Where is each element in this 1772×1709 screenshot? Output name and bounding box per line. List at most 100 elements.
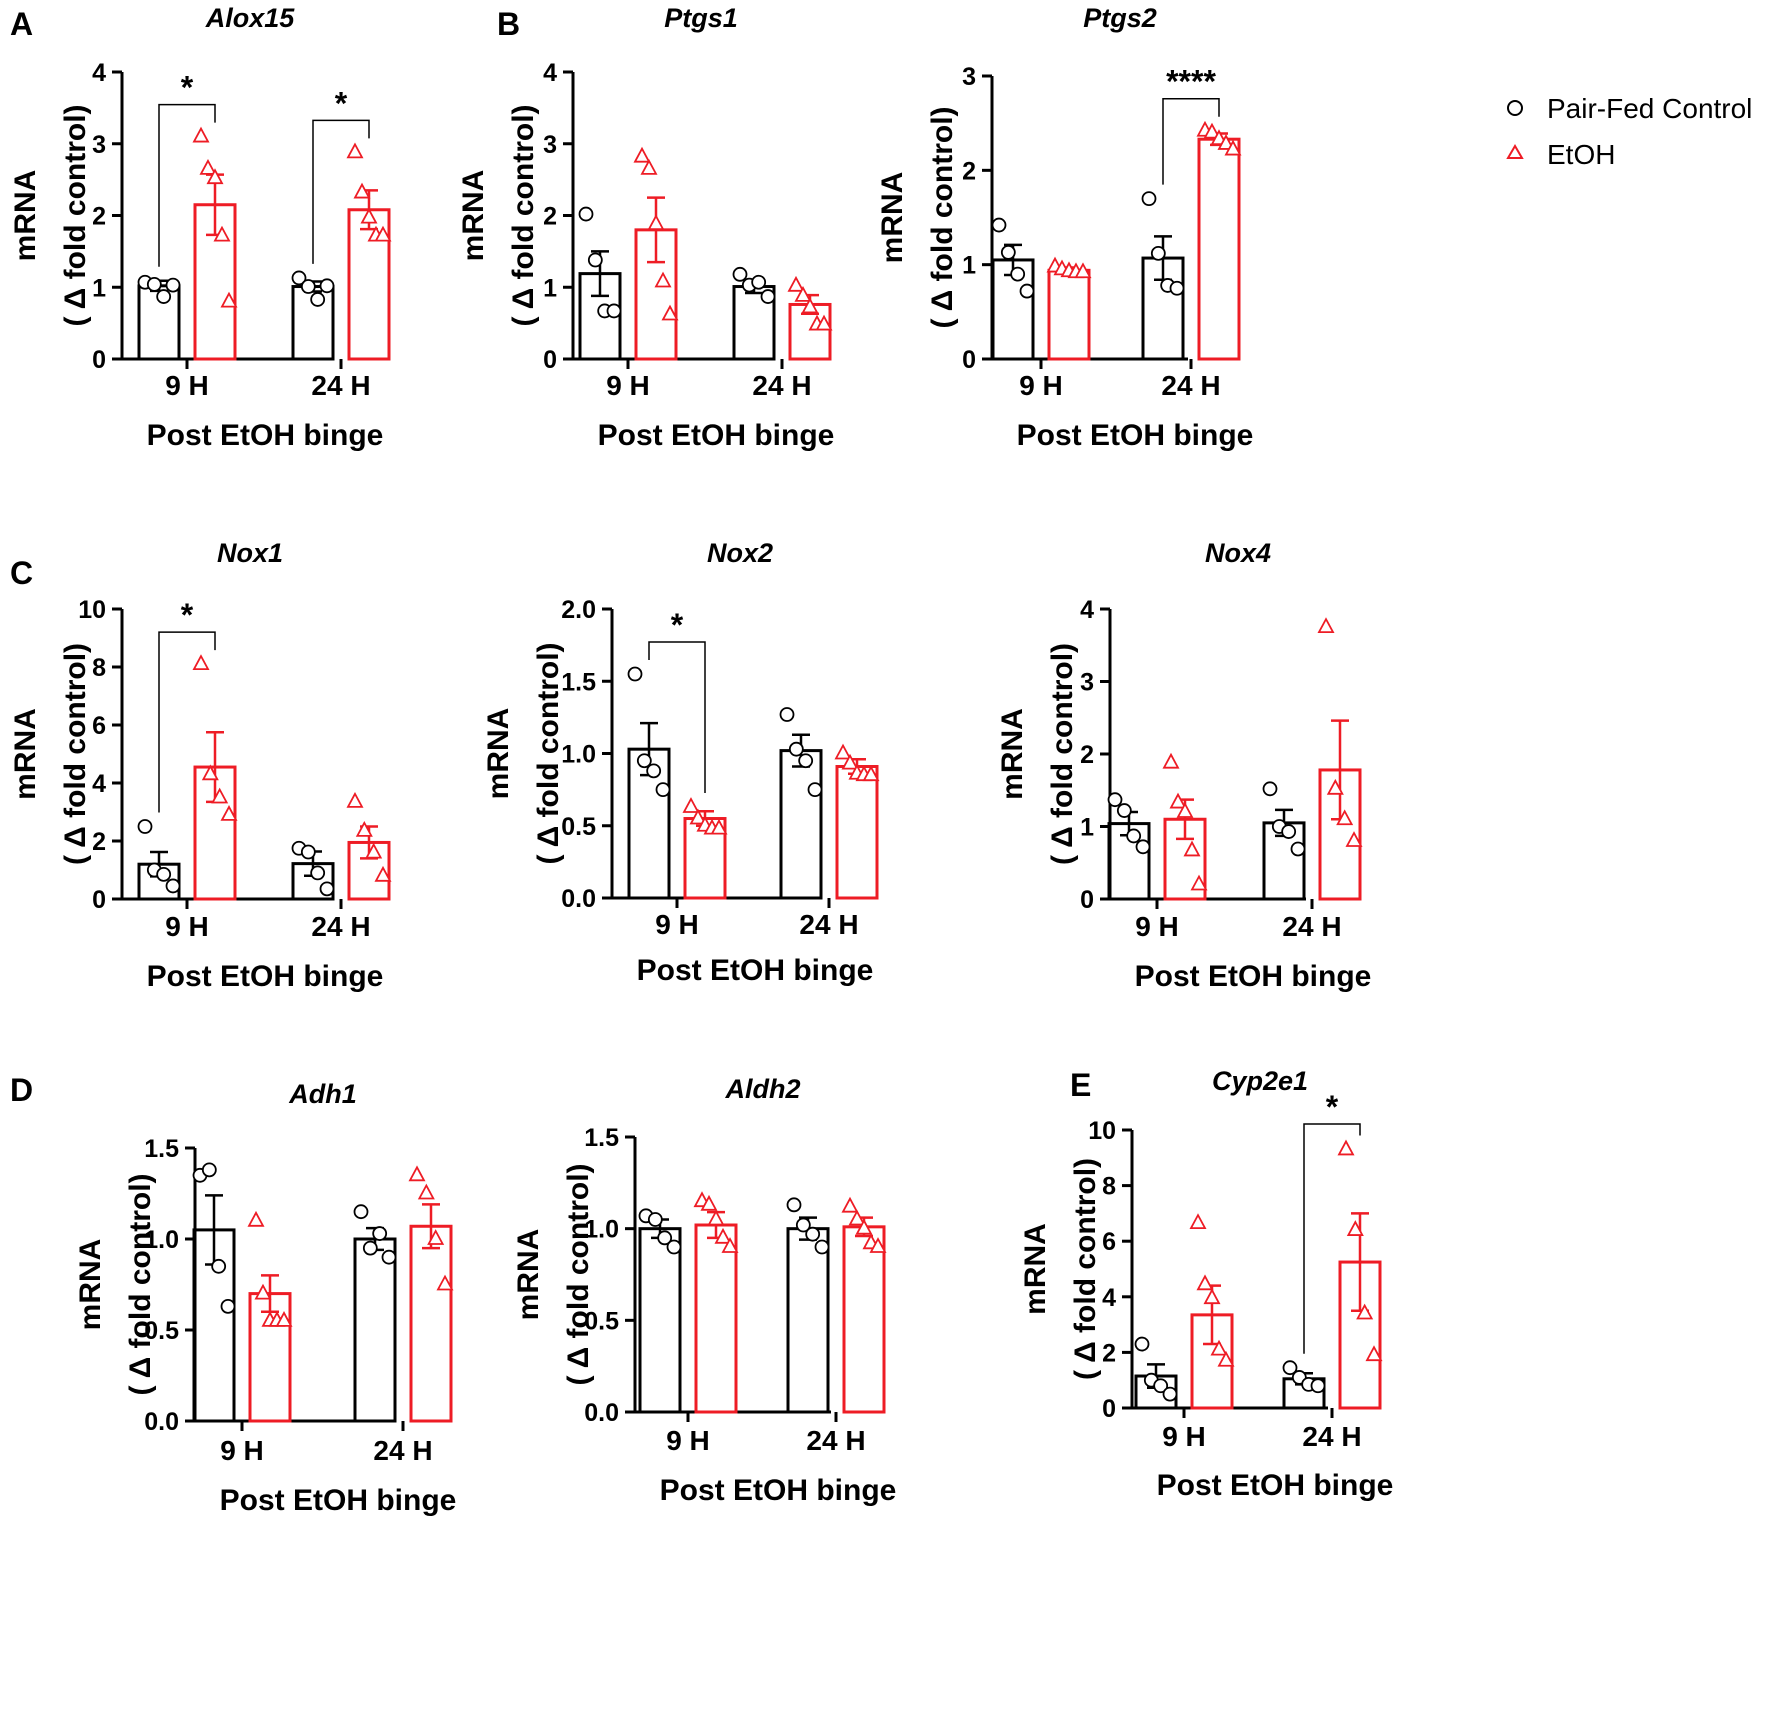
x-axis-title: Post EtOH binge [1135, 960, 1372, 993]
y-axis-label-unit: ( Δ fold control) [59, 643, 92, 865]
x-tick-label: 24 H [806, 1425, 865, 1456]
x-axis-title: Post EtOH binge [598, 419, 835, 452]
point-control [814, 1239, 830, 1255]
point-control [220, 1298, 236, 1314]
point-control [657, 1230, 673, 1246]
chart-panel-nox2: Nox2 0.0 0.5 1.0 1.5 2.0 9 H 24 H mRNA ( Δ fold c… [482, 538, 880, 987]
bar-etoh [694, 1223, 738, 1414]
y-axis-label: mRNA [996, 708, 1029, 800]
point-control [666, 1239, 682, 1255]
y-tick-label: 3 [962, 63, 976, 91]
y-axis-label: mRNA [9, 170, 42, 262]
significance-bracket [158, 631, 216, 813]
y-tick-label: 2 [1080, 741, 1094, 769]
bar-etoh [1047, 268, 1091, 361]
y-tick-label: 1.5 [144, 1135, 179, 1163]
point-control [578, 206, 594, 222]
y-tick-label: 0 [1080, 886, 1094, 914]
bar-etoh [835, 765, 879, 900]
x-axis-title: Post EtOH binge [637, 954, 874, 987]
x-axis-title: Post EtOH binge [660, 1474, 897, 1507]
point-etoh [254, 1283, 272, 1300]
point-control [300, 844, 316, 860]
point-control [353, 1204, 369, 1220]
point-control [760, 289, 776, 304]
point-etoh [213, 225, 231, 242]
y-tick-label: 1 [92, 274, 106, 302]
y-tick-label: 2 [962, 157, 976, 185]
legend-etoh-marker [1506, 144, 1524, 159]
y-axis-label-unit: ( Δ fold control) [1069, 1158, 1102, 1380]
y-tick-label: 6 [1102, 1228, 1116, 1256]
point-etoh [714, 1227, 732, 1244]
y-tick-label: 4 [543, 59, 557, 87]
y-tick-label: 2.0 [561, 596, 596, 624]
bar-etoh [842, 1225, 886, 1414]
point-control [372, 1226, 388, 1241]
y-tick-label: 0.0 [584, 1399, 619, 1427]
significance-label: * [181, 597, 194, 633]
legend-etoh-label: EtOH [1547, 139, 1615, 170]
point-etoh [374, 865, 392, 882]
point-etoh [1217, 1350, 1235, 1367]
point-etoh [1337, 1139, 1355, 1156]
point-etoh [1203, 1288, 1221, 1305]
x-tick-label: 24 H [1302, 1421, 1361, 1452]
chart-panel-nox4: Nox4 0 1 2 3 4 9 H 24 H mRNA ( Δ fold control) Pos… [996, 538, 1371, 993]
y-axis-label: mRNA [482, 708, 515, 800]
y-tick-label: 0.0 [144, 1408, 179, 1436]
panel-letter: D [10, 1072, 33, 1108]
bar-control [353, 1237, 397, 1423]
point-control [779, 707, 795, 722]
y-tick-label: 2 [1102, 1339, 1116, 1367]
point-control [1134, 1336, 1150, 1352]
point-control [201, 1162, 217, 1178]
y-tick-label: 0.5 [144, 1317, 179, 1345]
point-control [1116, 803, 1132, 818]
point-control [795, 1217, 811, 1233]
point-control [211, 1258, 227, 1274]
point-control [291, 270, 307, 286]
y-tick-label: 1 [1080, 814, 1094, 842]
y-axis-label-unit: ( Δ fold control) [124, 1173, 157, 1395]
significance-label: * [181, 70, 194, 106]
x-tick-label: 9 H [220, 1435, 264, 1466]
point-etoh [654, 271, 672, 288]
point-etoh [199, 158, 217, 175]
point-etoh [220, 805, 238, 821]
y-axis-label: mRNA [876, 172, 909, 264]
point-etoh [700, 1194, 718, 1211]
point-etoh [855, 1218, 873, 1235]
point-control [1019, 283, 1035, 299]
x-tick-label: 24 H [311, 370, 370, 401]
point-etoh [707, 1209, 725, 1226]
point-etoh [1336, 809, 1354, 826]
significance-label: **** [1166, 64, 1216, 100]
significance-bracket [158, 103, 216, 267]
x-axis-title: Post EtOH binge [1157, 1469, 1394, 1502]
y-tick-label: 1 [543, 274, 557, 302]
y-tick-label: 6 [92, 712, 106, 740]
point-control [146, 276, 162, 292]
significance-bracket [1303, 1123, 1361, 1354]
y-tick-label: 4 [92, 770, 106, 798]
point-etoh [275, 1311, 293, 1327]
y-axis-label-unit: ( Δ fold control) [532, 642, 565, 864]
chart-panel-cyp2e1: Cyp2e1 E 0 2 4 6 8 10 9 H 24 H mRNA ( Δ fold contro… [1019, 1066, 1393, 1502]
chart-title: Alox15 [205, 3, 296, 33]
point-control [606, 303, 622, 319]
point-control [1281, 824, 1297, 839]
y-tick-label: 4 [1102, 1284, 1116, 1312]
point-control [1150, 245, 1166, 261]
chart-title: Nox4 [1205, 538, 1271, 568]
point-etoh [1317, 617, 1335, 634]
point-etoh [1365, 1345, 1383, 1362]
bar-etoh [1197, 137, 1241, 361]
y-axis-label: mRNA [74, 1239, 107, 1331]
point-etoh [710, 818, 728, 835]
point-etoh [355, 820, 373, 837]
point-control [1282, 1360, 1298, 1376]
point-etoh [365, 842, 383, 859]
y-axis-label-unit: ( Δ fold control) [926, 106, 959, 328]
point-etoh [1203, 122, 1221, 139]
